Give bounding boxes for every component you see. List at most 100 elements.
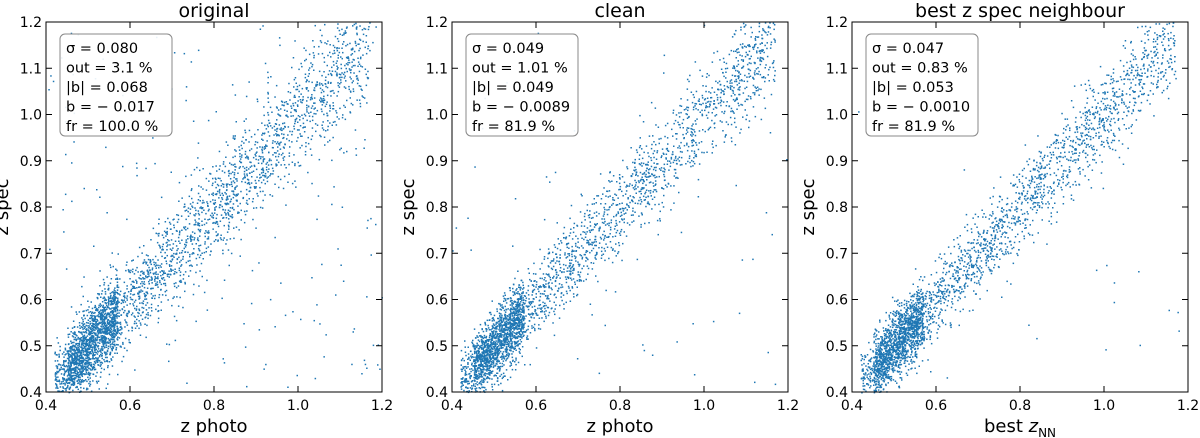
data-point xyxy=(110,343,112,346)
data-point xyxy=(202,168,204,170)
data-point xyxy=(281,133,283,135)
data-point xyxy=(132,268,134,271)
data-point xyxy=(574,283,576,285)
data-point xyxy=(68,364,70,367)
data-point xyxy=(473,358,475,361)
data-point xyxy=(473,373,476,376)
data-point xyxy=(119,326,122,329)
data-point xyxy=(117,322,119,324)
data-point xyxy=(88,343,91,346)
data-point xyxy=(208,218,211,220)
data-point xyxy=(286,115,288,117)
data-point xyxy=(166,241,168,244)
data-point xyxy=(257,129,259,131)
data-point xyxy=(229,238,232,240)
data-point xyxy=(234,163,236,165)
data-point xyxy=(70,32,73,35)
data-point xyxy=(323,101,325,104)
data-point xyxy=(90,317,92,320)
data-point xyxy=(147,273,149,275)
data-point xyxy=(518,309,520,311)
data-point xyxy=(185,218,187,221)
data-point xyxy=(168,264,171,266)
data-point xyxy=(65,370,67,373)
data-point xyxy=(113,332,116,335)
data-point xyxy=(649,192,652,194)
data-point xyxy=(618,221,621,223)
data-point xyxy=(465,381,467,383)
data-point xyxy=(689,161,691,164)
data-point xyxy=(94,338,97,341)
data-point xyxy=(155,271,157,273)
data-point xyxy=(80,355,83,358)
data-point xyxy=(485,357,487,359)
data-point xyxy=(101,318,103,321)
data-point xyxy=(166,230,168,233)
data-point xyxy=(265,128,268,130)
data-point xyxy=(104,312,107,315)
data-point xyxy=(164,272,166,274)
data-point xyxy=(315,83,317,86)
data-point xyxy=(120,325,122,328)
data-point xyxy=(85,352,88,355)
data-point xyxy=(68,356,71,358)
data-point xyxy=(769,33,772,35)
data-point xyxy=(731,89,734,92)
data-point xyxy=(205,247,208,250)
data-point xyxy=(229,162,231,164)
data-point xyxy=(56,365,59,368)
data-point xyxy=(78,369,81,371)
data-point xyxy=(642,182,644,185)
data-point xyxy=(96,353,99,355)
data-point xyxy=(355,28,358,30)
data-point xyxy=(240,219,242,221)
data-point xyxy=(199,207,201,209)
data-point xyxy=(101,346,103,348)
data-point xyxy=(475,375,477,377)
data-point xyxy=(289,91,292,94)
data-point xyxy=(76,342,79,345)
data-point xyxy=(531,291,534,293)
data-point xyxy=(151,282,153,284)
data-point xyxy=(511,302,513,304)
data-point xyxy=(297,105,299,107)
data-point xyxy=(114,291,116,294)
data-point xyxy=(90,344,92,346)
data-point xyxy=(192,120,195,122)
data-point xyxy=(74,360,77,362)
data-point xyxy=(118,301,120,303)
y-tick-label: 0.7 xyxy=(20,246,42,262)
data-point xyxy=(166,249,168,251)
data-point xyxy=(155,308,157,311)
data-point xyxy=(72,320,75,322)
data-point xyxy=(87,363,89,365)
data-point xyxy=(664,135,666,138)
data-point xyxy=(116,291,118,294)
data-point xyxy=(540,308,542,310)
data-point xyxy=(269,106,272,109)
data-point xyxy=(113,329,115,331)
data-point xyxy=(104,328,106,330)
data-point xyxy=(81,375,84,378)
data-point xyxy=(495,348,498,350)
data-point xyxy=(327,82,329,84)
data-point xyxy=(89,334,91,336)
data-point xyxy=(108,315,110,317)
data-point xyxy=(116,322,118,325)
data-point xyxy=(680,111,682,114)
data-point xyxy=(119,294,121,296)
data-point xyxy=(100,364,102,366)
data-point xyxy=(273,134,275,136)
data-point xyxy=(469,368,471,370)
data-point xyxy=(224,165,227,168)
data-point xyxy=(708,100,710,103)
data-point xyxy=(231,216,234,218)
data-point xyxy=(83,373,86,375)
data-point xyxy=(84,359,86,361)
data-point xyxy=(272,154,274,156)
data-point xyxy=(63,368,65,370)
data-point xyxy=(215,220,218,223)
data-point xyxy=(75,357,77,360)
data-point xyxy=(354,129,357,131)
data-point xyxy=(133,287,135,289)
